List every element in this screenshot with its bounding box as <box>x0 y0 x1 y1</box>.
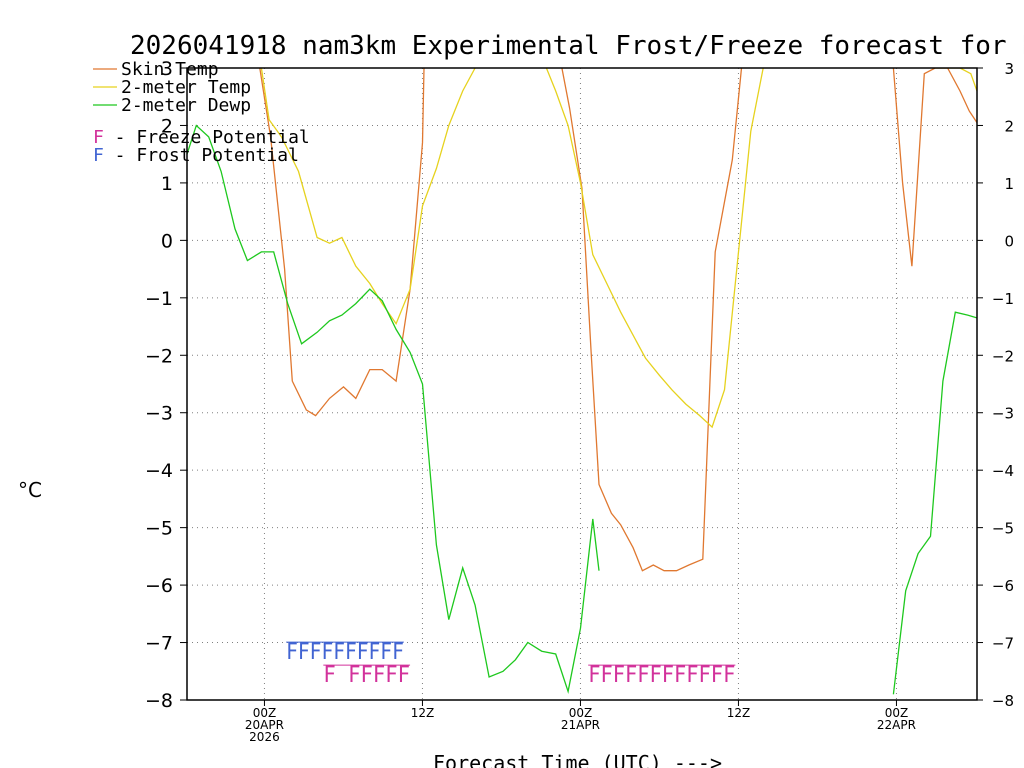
series-line-skin-temp <box>892 68 977 267</box>
x-axis-label: Forecast Time (UTC) ---> <box>433 751 722 768</box>
series-line-2-meter-temp <box>545 68 764 429</box>
x-tick-label: 00Z <box>569 706 593 720</box>
x-tick-label: 22APR <box>877 718 916 732</box>
y-tick-label-left: 2 <box>161 115 173 137</box>
x-tick-label: 12Z <box>727 706 751 720</box>
y-tick-label-left: −4 <box>145 460 173 482</box>
flag-row-freeze-potential: F FFFFF <box>323 663 410 688</box>
flag-legend-entry: F - Freeze Potential <box>93 127 310 148</box>
series-line-skin-temp <box>259 68 425 417</box>
series-line-2-meter-dewp <box>187 124 600 694</box>
flag-legend-entry: F - Frost Potential <box>93 145 299 166</box>
y-tick-label-right: −3 <box>992 405 1014 423</box>
y-tick-label-left: −3 <box>145 403 173 425</box>
y-tick-label-right: −8 <box>992 692 1014 710</box>
legend-label: Skin Temp <box>121 59 219 80</box>
y-tick-label-left: −7 <box>145 633 173 655</box>
y-tick-label-left: −2 <box>145 345 173 367</box>
axis-ticks: −8 −8 −7 −7 −6 −6 −5 −5 −4 −4 −3 −3 −2 −2 −1 −1 0 0 1 1 2 2 3 3… <box>145 58 1014 744</box>
series-line-2-meter-dewp <box>892 311 977 695</box>
flag-legend-text: - Frost Potential <box>104 145 299 166</box>
series-layer <box>187 68 977 695</box>
y-tick-label-right: 0 <box>1004 232 1014 250</box>
y-tick-label-right: −2 <box>992 347 1014 365</box>
flag-row-freeze-potential: FFFFFFFFFFFF <box>588 663 735 688</box>
x-tick-label: 12Z <box>411 706 435 720</box>
y-tick-label-right: −1 <box>992 290 1014 308</box>
series-line-2-meter-temp <box>935 68 977 92</box>
x-tick-label: 20APR <box>245 718 284 732</box>
flag-row-frost-potential: FFFFFFFFFF <box>286 640 404 665</box>
y-tick-label-left: −6 <box>145 575 173 597</box>
potential-flags: FFFFFFFFFFF FFFFF FFFFFFFFFFFF <box>286 640 736 688</box>
y-tick-label-right: −6 <box>992 577 1014 595</box>
series-line-skin-temp <box>561 68 743 572</box>
flag-legend-text: - Freeze Potential <box>104 127 310 148</box>
flag-legend-letter: F <box>93 145 104 166</box>
y-axis-unit-label: °C <box>18 478 42 502</box>
y-tick-label-right: 2 <box>1004 117 1014 135</box>
x-tick-label: 00Z <box>253 706 277 720</box>
x-tick-label: 21APR <box>561 718 600 732</box>
y-tick-label-left: −1 <box>145 288 173 310</box>
y-tick-label-left: −8 <box>145 690 173 712</box>
y-tick-label-left: 3 <box>161 58 173 80</box>
legend-label: 2-meter Dewp <box>121 95 251 116</box>
y-tick-label-right: 1 <box>1004 175 1014 193</box>
chart-title: 2026041918 nam3km Experimental Frost/Fre… <box>130 31 1024 61</box>
y-tick-label-left: −5 <box>145 518 173 540</box>
y-tick-label-right: −4 <box>992 462 1014 480</box>
y-tick-label-left: 0 <box>161 230 173 252</box>
y-tick-label-right: −5 <box>992 520 1014 538</box>
plot-frame <box>186 67 978 701</box>
x-tick-label: 00Z <box>885 706 909 720</box>
y-tick-label-right: 3 <box>1004 60 1014 78</box>
y-tick-label-right: −7 <box>992 635 1014 653</box>
legend-label: 2-meter Temp <box>121 77 251 98</box>
grid-lines <box>187 68 977 700</box>
x-tick-label: 2026 <box>249 730 280 744</box>
y-tick-label-left: 1 <box>161 173 173 195</box>
series-line-2-meter-temp <box>260 68 476 326</box>
flag-legend-letter: F <box>93 127 104 148</box>
